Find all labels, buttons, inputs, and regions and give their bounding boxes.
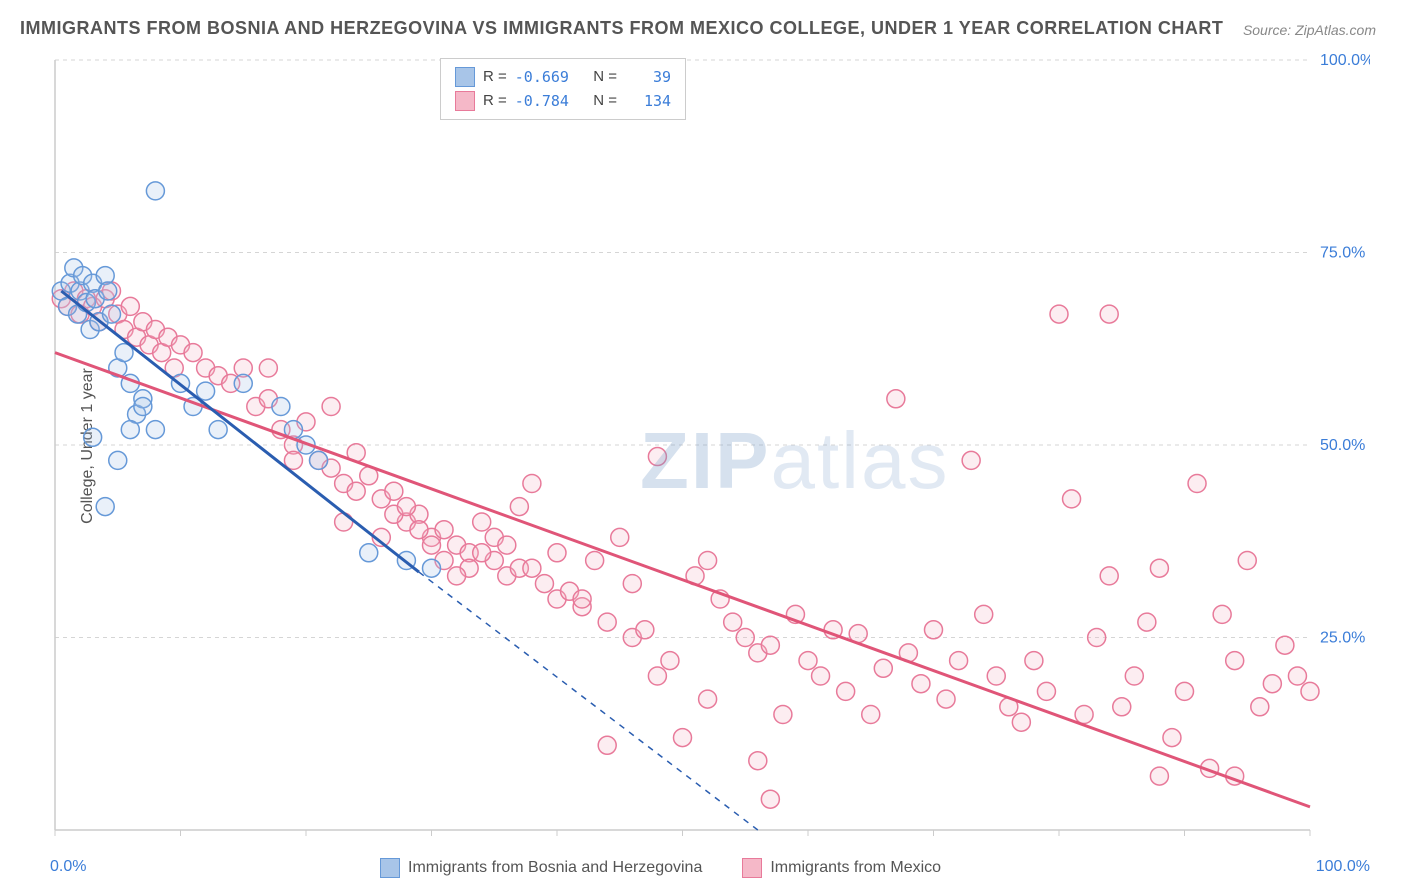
chart-title: IMMIGRANTS FROM BOSNIA AND HERZEGOVINA V… <box>20 18 1223 39</box>
legend-label-mexico: Immigrants from Mexico <box>770 859 941 877</box>
chart-area: 25.0% 50.0% 75.0% 100.0% <box>50 50 1370 840</box>
svg-text:25.0%: 25.0% <box>1320 630 1365 647</box>
x-tick-1: 100.0% <box>1316 858 1370 876</box>
n-value-bosnia: 39 <box>625 65 671 89</box>
source-attribution: Source: ZipAtlas.com <box>1243 22 1376 38</box>
legend-label-bosnia: Immigrants from Bosnia and Herzegovina <box>408 859 702 877</box>
stats-row-mexico: R = -0.784 N = 134 <box>455 89 671 113</box>
r-value-mexico: -0.784 <box>515 89 569 113</box>
n-label: N = <box>593 65 617 89</box>
svg-text:50.0%: 50.0% <box>1320 437 1365 454</box>
swatch-mexico-icon <box>742 858 762 878</box>
r-label: R = <box>483 89 507 113</box>
r-value-bosnia: -0.669 <box>515 65 569 89</box>
r-label: R = <box>483 65 507 89</box>
swatch-mexico <box>455 91 475 111</box>
x-tick-0: 0.0% <box>50 858 86 876</box>
n-label: N = <box>593 89 617 113</box>
legend-item-bosnia: Immigrants from Bosnia and Herzegovina <box>380 858 702 878</box>
stats-legend: R = -0.669 N = 39 R = -0.784 N = 134 <box>440 58 686 120</box>
svg-text:100.0%: 100.0% <box>1320 52 1370 69</box>
series-legend: Immigrants from Bosnia and Herzegovina I… <box>380 858 941 878</box>
scatter-chart-svg: 25.0% 50.0% 75.0% 100.0% <box>50 50 1370 840</box>
swatch-bosnia <box>455 67 475 87</box>
legend-item-mexico: Immigrants from Mexico <box>742 858 941 878</box>
svg-text:75.0%: 75.0% <box>1320 245 1365 262</box>
stats-row-bosnia: R = -0.669 N = 39 <box>455 65 671 89</box>
swatch-bosnia-icon <box>380 858 400 878</box>
n-value-mexico: 134 <box>625 89 671 113</box>
